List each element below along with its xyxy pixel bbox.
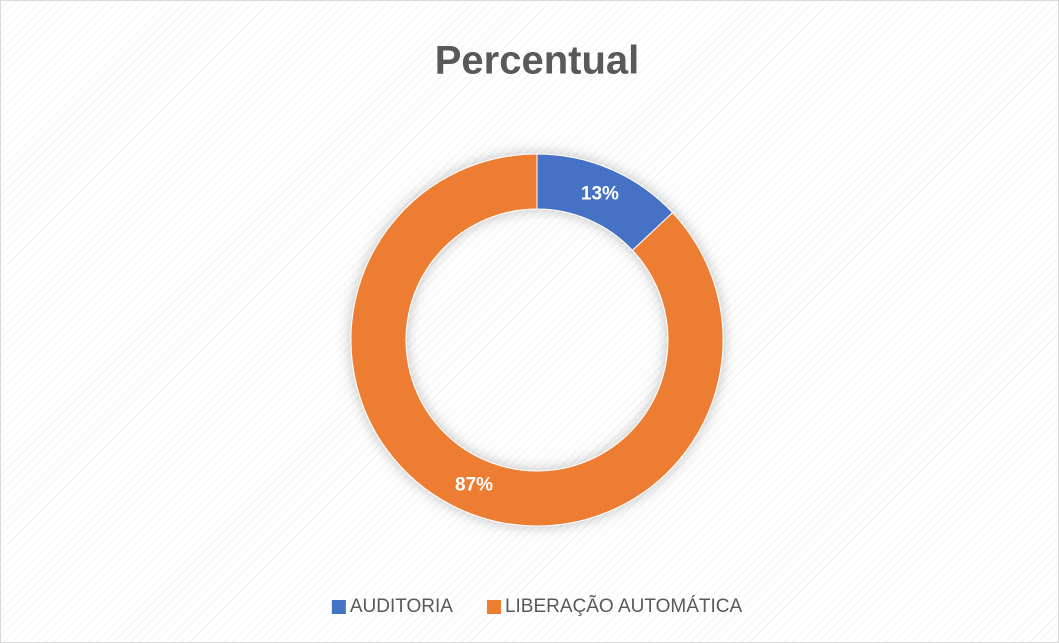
legend-label: AUDITORIA [350,596,453,617]
data-label: 13% [581,184,619,205]
slice [350,153,724,527]
legend-swatch [331,600,346,614]
legend-swatch [486,600,501,614]
chart-title: Percentual [435,39,640,83]
legend-label: LIBERAÇÃO AUTOMÁTICA [505,595,743,617]
data-label: 87% [455,474,493,495]
doughnut [350,153,724,527]
